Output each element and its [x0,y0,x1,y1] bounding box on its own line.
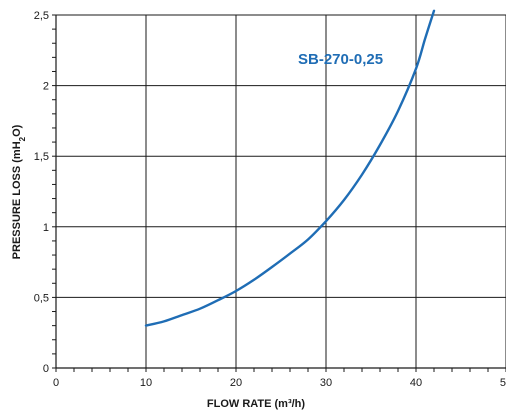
x-tick-label: 50 [500,377,506,389]
x-tick-label: 0 [53,377,59,389]
series-label: SB-270-0,25 [298,51,383,68]
y-axis-title: PRESSURE LOSS (mH2O) [11,124,27,259]
y-axis-title-subscript: 2 [18,136,27,141]
series-group [144,9,436,327]
y-tick-label: 0,5 [34,292,49,304]
x-tick-label: 20 [230,377,242,389]
x-tick-label: 40 [410,377,422,389]
y-tick-labels: 0 0,5 1 1,5 2 2,5 [34,10,49,375]
grid-lines [56,14,506,368]
y-tick-label: 2 [43,81,49,93]
y-tick-label: 1,5 [34,151,49,163]
x-tick-label: 10 [140,377,152,389]
y-tick-label: 0 [43,363,49,375]
x-axis-title: FLOW RATE (m³/h) [207,398,305,410]
y-tick-label: 2,5 [34,10,49,22]
x-tick-labels: 0 10 20 30 40 50 [53,377,506,389]
axes [55,15,506,369]
minor-ticks [52,14,506,372]
y-tick-label: 1 [43,222,49,234]
x-tick-label: 30 [320,377,332,389]
series-line [144,9,436,327]
